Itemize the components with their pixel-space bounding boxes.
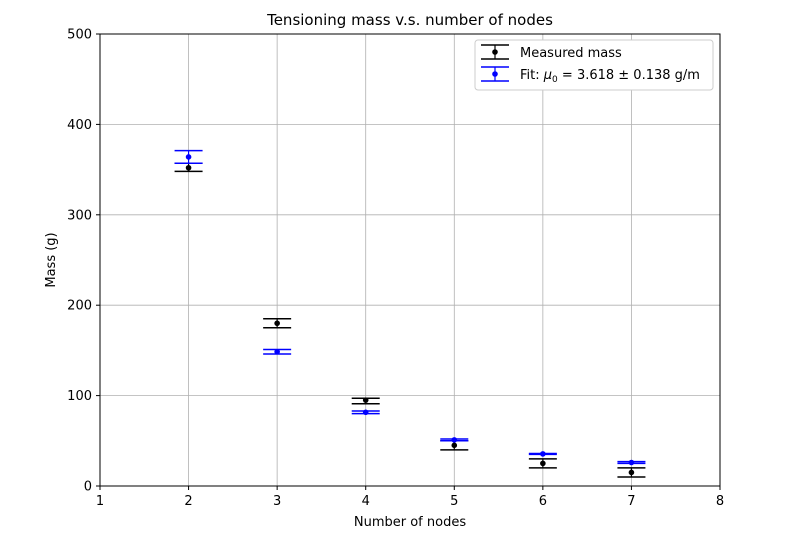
fit-point	[540, 451, 546, 457]
y-tick-label: 100	[67, 389, 92, 404]
legend-fit-suffix: = 3.618 ± 0.138 g/m	[558, 68, 700, 83]
fit-point	[185, 154, 192, 160]
fit-point	[628, 459, 635, 466]
measured-point	[185, 164, 192, 171]
legend-box	[474, 39, 714, 91]
x-tick-label: 4	[362, 494, 370, 509]
legend-label-fit: Fit: μ0 = 3.618 ± 0.138 g/m	[520, 68, 700, 85]
y-tick-label: 0	[84, 480, 92, 495]
measured-point	[628, 469, 635, 476]
x-tick-label: 8	[716, 494, 724, 509]
x-axis-ticks: 1 2 3 4 5 6 7 8	[96, 486, 724, 509]
y-tick-label: 500	[67, 28, 92, 43]
legend: Measured mass Fit: μ0 = 3.618 ± 0.138 g/…	[474, 39, 714, 91]
legend-fit-prefix: Fit:	[520, 68, 544, 83]
measured-point	[362, 397, 369, 403]
y-tick-label: 400	[67, 118, 92, 133]
data-points	[185, 154, 635, 476]
y-axis-label: Mass (g)	[44, 232, 59, 287]
legend-marker-measured	[481, 44, 509, 60]
legend-point	[492, 49, 498, 55]
legend-fit-symbol: μ	[543, 68, 552, 83]
plot-frame	[99, 33, 721, 487]
x-tick-label: 1	[96, 494, 104, 509]
x-tick-label: 7	[627, 494, 635, 509]
x-axis-label: Number of nodes	[354, 515, 466, 530]
x-tick-label: 2	[184, 494, 192, 509]
legend-fit-subscript: 0	[552, 75, 558, 85]
fit-point	[274, 348, 280, 355]
y-axis-ticks: 0 100 200 300 400 500	[67, 28, 100, 495]
measured-point	[451, 442, 458, 449]
legend-point	[492, 71, 498, 77]
x-tick-label: 3	[273, 494, 281, 509]
fit-point	[362, 409, 369, 416]
x-tick-label: 5	[450, 494, 458, 509]
measured-point	[540, 460, 546, 467]
legend-marker-fit	[481, 66, 509, 82]
x-tick-label: 6	[539, 494, 547, 509]
y-tick-label: 200	[67, 299, 92, 314]
y-tick-label: 300	[67, 208, 92, 223]
legend-label-measured: Measured mass	[520, 46, 622, 61]
measured-point	[274, 320, 280, 327]
chart-title: Tensioning mass v.s. number of nodes	[266, 11, 553, 29]
fit-point	[451, 437, 458, 443]
